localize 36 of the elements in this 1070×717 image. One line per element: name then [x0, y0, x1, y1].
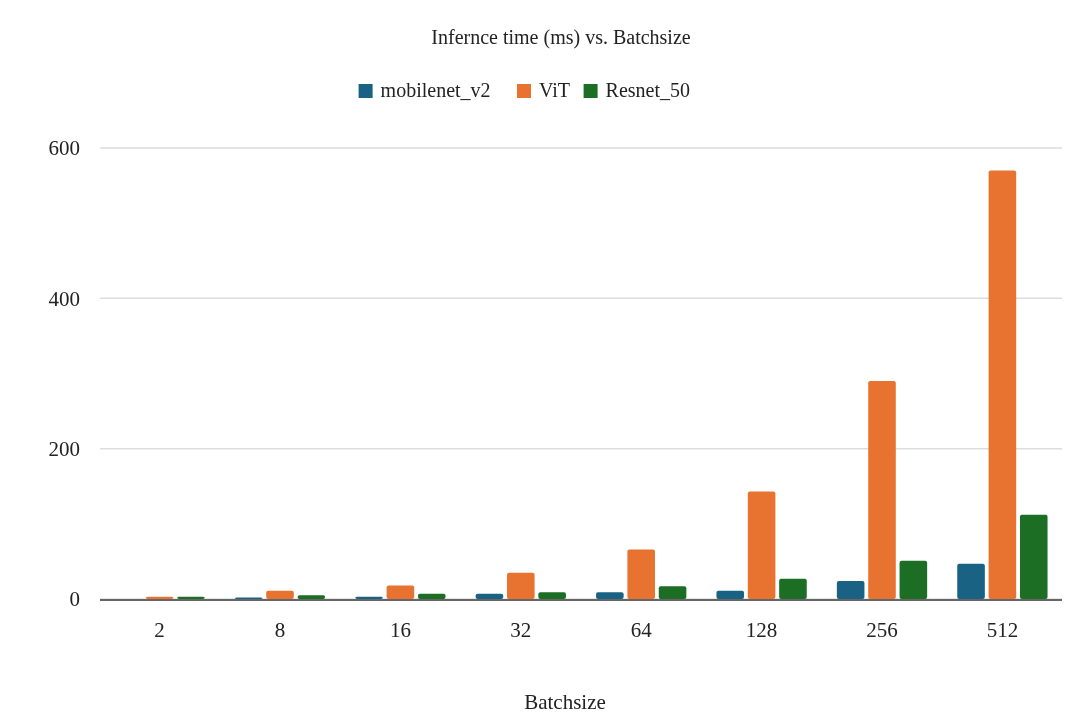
bar: [836, 580, 865, 599]
bar: [957, 563, 985, 599]
bar: [988, 170, 1017, 599]
chart-title: Infernce time (ms) vs. Batchsize: [431, 26, 691, 49]
legend-label: Resnet_50: [605, 79, 691, 101]
bar: [297, 595, 326, 599]
bar: [716, 590, 745, 599]
x-tick-label: 32: [510, 618, 532, 642]
y-tick-label: 200: [48, 437, 80, 462]
x-tick-label: 256: [866, 618, 898, 642]
y-tick-label: 0: [69, 587, 80, 612]
bar: [538, 592, 566, 599]
x-axis-title: Batchsize: [524, 690, 606, 714]
bar: [507, 572, 535, 599]
bar: [1019, 514, 1048, 599]
bar: [779, 578, 807, 599]
bar: [658, 586, 687, 599]
bar: [627, 549, 655, 599]
bar: [899, 560, 928, 599]
bar: [386, 585, 415, 599]
y-tick-label: 600: [48, 136, 80, 161]
bar: [868, 381, 896, 599]
bar: [747, 491, 776, 599]
x-tick-label: 64: [630, 618, 653, 642]
bar: [417, 593, 446, 599]
bar: [596, 592, 624, 599]
legend-label: mobilenet_v2: [380, 79, 491, 101]
legend-label: ViT: [539, 79, 571, 101]
x-tick-label: 128: [745, 618, 778, 642]
x-tick-label: 512: [986, 618, 1019, 642]
x-tick-label: 8: [274, 618, 286, 642]
x-tick-label: 2: [154, 618, 165, 642]
x-tick-label: 16: [389, 618, 411, 642]
bar: [475, 593, 504, 599]
bar: [266, 590, 294, 599]
y-tick-label: 400: [48, 286, 80, 311]
